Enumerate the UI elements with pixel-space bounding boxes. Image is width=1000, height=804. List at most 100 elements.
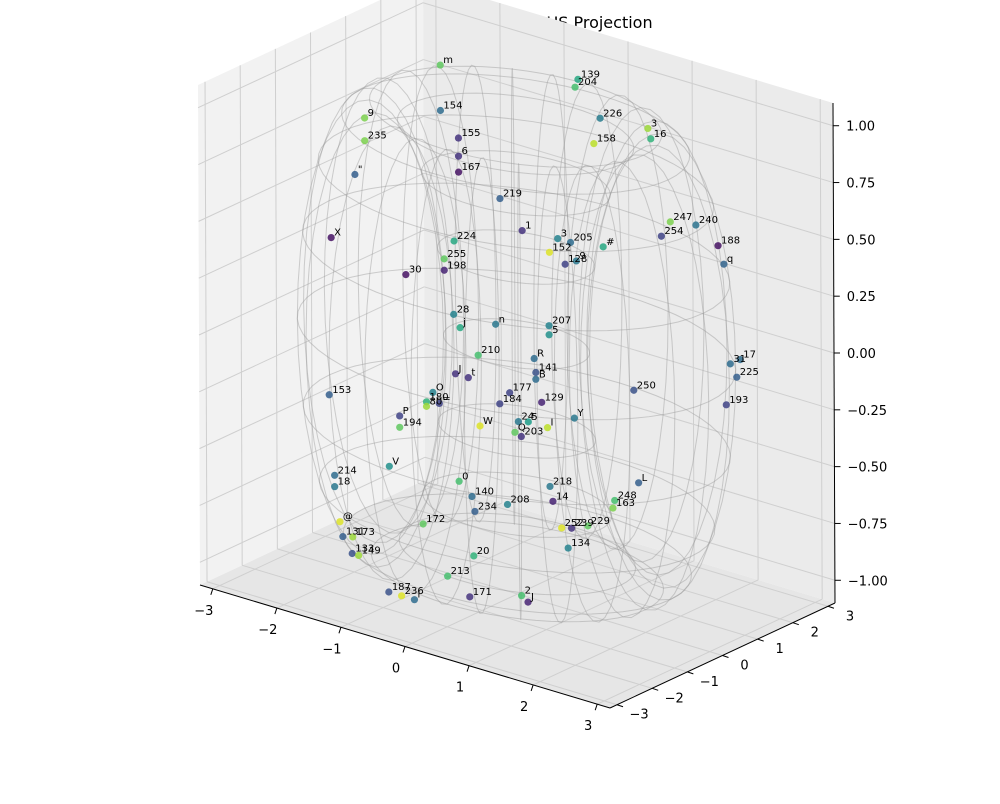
data-point xyxy=(385,462,393,470)
data-point xyxy=(355,551,363,560)
torus-parallel xyxy=(420,150,611,217)
z-tick-label: −0.25 xyxy=(847,404,887,419)
gridline-z-left xyxy=(199,400,425,506)
data-point xyxy=(571,83,579,91)
point-label: = xyxy=(442,393,450,404)
point-label: 226 xyxy=(603,108,622,119)
z-tick-label: −0.50 xyxy=(847,461,887,476)
data-point xyxy=(511,428,519,436)
data-point xyxy=(435,399,443,408)
data-point xyxy=(611,496,619,505)
point-label: 20 xyxy=(477,546,490,557)
point-label: 149 xyxy=(362,545,381,556)
point-label: 239 xyxy=(575,518,594,529)
point-label: 5 xyxy=(531,412,537,423)
point-label: 172 xyxy=(426,514,445,525)
point-label: 2 xyxy=(525,586,531,597)
data-point xyxy=(726,360,734,368)
gridline-z-left xyxy=(199,343,425,450)
torus-parallel xyxy=(342,493,692,615)
data-point xyxy=(609,504,617,512)
torus-meridian xyxy=(511,68,516,525)
torus-parallel xyxy=(302,182,731,332)
y-tick-label: 2 xyxy=(811,626,819,641)
data-point xyxy=(543,424,552,432)
gridline-y-floor xyxy=(277,548,688,673)
data-point xyxy=(647,135,655,143)
point-label: 0 xyxy=(462,471,468,482)
data-point xyxy=(454,134,463,142)
point-label: B xyxy=(539,369,546,380)
x-tick xyxy=(338,627,342,634)
data-point xyxy=(331,483,339,491)
point-label: 153 xyxy=(332,385,351,396)
data-point xyxy=(331,471,339,479)
z-tick-label: −1.00 xyxy=(848,574,888,589)
data-point xyxy=(466,593,474,601)
torus-parallel xyxy=(318,435,716,574)
point-label: 3 xyxy=(561,229,567,240)
data-point xyxy=(567,524,576,532)
point-label: W xyxy=(483,416,493,427)
y-tick-label: 1 xyxy=(776,642,784,657)
y-tick-label: −2 xyxy=(665,691,684,706)
point-label: R xyxy=(537,349,544,360)
point-label: 247 xyxy=(673,212,692,223)
torus-meridian xyxy=(402,65,480,524)
data-point xyxy=(450,310,458,318)
point-label: 133 xyxy=(355,543,374,554)
point-label: 16 xyxy=(654,129,667,140)
point-label: 194 xyxy=(403,417,422,428)
gridline-z-left xyxy=(198,229,425,336)
gridline-z-left xyxy=(197,2,424,109)
torus-parallel xyxy=(437,229,596,285)
data-point xyxy=(657,232,665,240)
data-point xyxy=(455,477,463,485)
x-tick-label: 1 xyxy=(456,681,464,696)
data-point xyxy=(422,402,431,410)
data-point xyxy=(546,482,554,491)
data-point xyxy=(566,238,575,247)
data-point xyxy=(470,552,478,560)
torus-parallel xyxy=(296,267,737,421)
torus-meridian xyxy=(517,163,522,620)
gridline-z-left xyxy=(198,172,424,279)
data-point xyxy=(385,588,393,596)
gridline-y-floor xyxy=(206,581,618,706)
torus-parallel xyxy=(422,471,613,538)
point-label: X xyxy=(334,228,341,239)
y-tick xyxy=(652,687,659,691)
gridline-z-back xyxy=(424,399,835,524)
data-point xyxy=(468,492,476,501)
data-point xyxy=(336,518,344,526)
point-label: 248 xyxy=(618,490,637,501)
gridline-z-back xyxy=(424,456,836,581)
point-label: 31 xyxy=(733,354,746,365)
point-label: n xyxy=(499,314,505,325)
data-point xyxy=(722,401,730,409)
point-label: 229 xyxy=(591,516,610,527)
torus-meridian xyxy=(296,99,444,555)
point-label: 18 xyxy=(338,477,351,488)
z-tick-label: 0.75 xyxy=(846,177,875,192)
gridline-z-back xyxy=(422,2,834,127)
point-label: 234 xyxy=(478,501,497,512)
point-label: 218 xyxy=(553,476,572,487)
point-label: 9 xyxy=(368,108,374,119)
data-point xyxy=(518,227,526,235)
x-tick xyxy=(402,646,406,653)
x-tick xyxy=(210,588,214,596)
data-point xyxy=(464,374,472,382)
data-point xyxy=(538,398,546,406)
point-label: J xyxy=(458,364,462,375)
data-point xyxy=(545,322,553,330)
y-tick-label: −3 xyxy=(629,708,648,723)
gridline-z-left xyxy=(198,115,424,222)
gridline-z-back xyxy=(423,59,834,184)
point-label: V xyxy=(392,456,399,467)
data-point xyxy=(545,331,553,339)
data-point xyxy=(558,524,566,532)
point-label: 224 xyxy=(457,231,476,242)
point-label: " xyxy=(358,165,363,176)
